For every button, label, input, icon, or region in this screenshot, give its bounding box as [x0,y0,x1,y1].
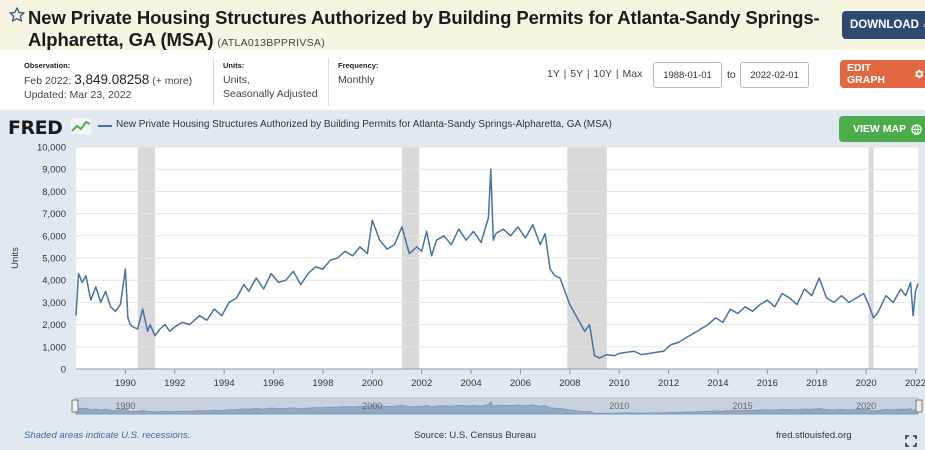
range-max-link[interactable]: Max [622,68,643,80]
edit-graph-label: EDIT GRAPH [847,62,885,86]
units-adjustment: Seasonally Adjusted [223,88,318,100]
x-tick-label: 2022 [905,378,925,389]
meta-divider [213,58,214,106]
x-tick-label: 1990 [115,378,136,389]
star-outline-icon[interactable] [8,6,26,24]
expand-icon[interactable] [905,435,917,447]
observation-label: Observation: [24,61,71,70]
view-map-label: VIEW MAP [853,123,907,135]
recession-note: Shaded areas indicate U.S. recessions. [24,430,191,441]
frequency-value: Monthly [338,74,375,86]
navigator-label: 2015 [733,401,753,411]
y-tick-label: 1,000 [42,342,66,353]
download-label: DOWNLOAD [850,19,919,31]
edit-graph-button[interactable]: EDIT GRAPH [840,60,925,88]
y-tick-label: 8,000 [42,187,66,198]
range-links: 1Y | 5Y | 10Y | Max [547,68,642,80]
download-button[interactable]: DOWNLOAD [842,11,925,39]
y-tick-label: 3,000 [42,298,66,309]
range-separator: | [615,68,619,80]
series-header: New Private Housing Structures Authorize… [0,0,925,50]
start-date-input[interactable]: 1988-01-01 [653,62,722,88]
y-tick-label: 5,000 [42,254,66,265]
navigator-series-area [75,400,919,415]
x-tick-label: 2008 [559,378,580,389]
navigator-label: 2020 [856,401,876,411]
to-label: to [727,69,736,81]
view-map-button[interactable]: VIEW MAP [839,116,925,142]
navigator-label: 2010 [609,401,629,411]
units-value: Units, [223,74,250,86]
series-id: (ATLA013BPPRIVSA) [217,37,326,49]
range-10y-link[interactable]: 10Y [593,68,612,80]
fred-logo[interactable]: FRED [8,117,63,139]
x-tick-label: 1992 [164,378,185,389]
x-tick-label: 2014 [707,378,728,389]
series-line [75,168,919,359]
legend-label[interactable]: New Private Housing Structures Authorize… [116,119,612,130]
y-tick-label: 7,000 [42,209,66,220]
y-tick-label: 4,000 [42,276,66,287]
navigator-handle-right [915,399,923,413]
observation-line: Feb 2022: 3,849.08258 (+ more) [24,73,192,88]
x-tick-label: 2018 [806,378,827,389]
y-tick-label: 10,000 [37,143,66,154]
x-tick-label: 1996 [263,378,284,389]
x-tick-label: 2000 [362,378,383,389]
y-tick-label: 2,000 [42,320,66,331]
y-axis-label: Units [10,247,21,269]
units-block: Units: Units, Seasonally Adjusted [223,59,318,101]
x-tick-label: 2020 [856,378,877,389]
range-5y-link[interactable]: 5Y [570,68,583,80]
globe-icon [911,123,922,135]
range-separator: | [563,68,567,80]
x-tick-label: 2002 [411,378,432,389]
source-note: Source: U.S. Census Bureau [414,430,536,441]
y-tick-label: 6,000 [42,231,66,242]
y-tick-label: 9,000 [42,165,66,176]
x-tick-label: 2010 [609,378,630,389]
navigator-handle-left [71,399,79,413]
site-url[interactable]: fred.stlouisfed.org [776,430,852,441]
end-date-input[interactable]: 2022-02-01 [740,62,809,88]
navigator-label: 1990 [115,401,135,411]
x-tick-label: 1998 [312,378,333,389]
x-tick-label: 2012 [658,378,679,389]
units-label: Units: [223,61,245,70]
observation-date: Feb 2022: [24,75,72,87]
y-tick-label: 0 [61,365,66,376]
navigator-selection [76,398,918,414]
updated-date: Updated: Mar 23, 2022 [24,89,132,101]
legend-swatch [98,125,112,127]
observation-value: 3,849.08258 [74,72,150,87]
range-1y-link[interactable]: 1Y [547,68,560,80]
meta-divider [328,58,329,106]
frequency-label: Frequency: [338,61,379,70]
gear-icon [915,69,924,79]
navigator-label: 2000 [362,401,382,411]
graph-panel: 0 1,000 2,000 3,000 4,000 5,000 6,000 7,000 8,00… [0,110,925,450]
fred-logo-chart-icon [71,118,91,134]
x-tick-label: 2016 [757,378,778,389]
observation-block: Observation: Feb 2022: 3,849.08258 (+ mo… [24,59,192,102]
range-separator: | [586,68,590,80]
meta-row: Observation: Feb 2022: 3,849.08258 (+ mo… [0,50,925,110]
x-tick-label: 2006 [510,378,531,389]
series-title: New Private Housing Structures Authorize… [28,7,840,54]
observation-more-link[interactable]: (+ more) [152,75,193,87]
series-title-text: New Private Housing Structures Authorize… [28,7,820,50]
frequency-block: Frequency: Monthly [338,59,378,87]
line-chart: 0 1,000 2,000 3,000 4,000 5,000 6,000 7,000 8,00… [10,143,925,415]
x-tick-label: 2004 [461,378,482,389]
x-tick-label: 1994 [214,378,235,389]
